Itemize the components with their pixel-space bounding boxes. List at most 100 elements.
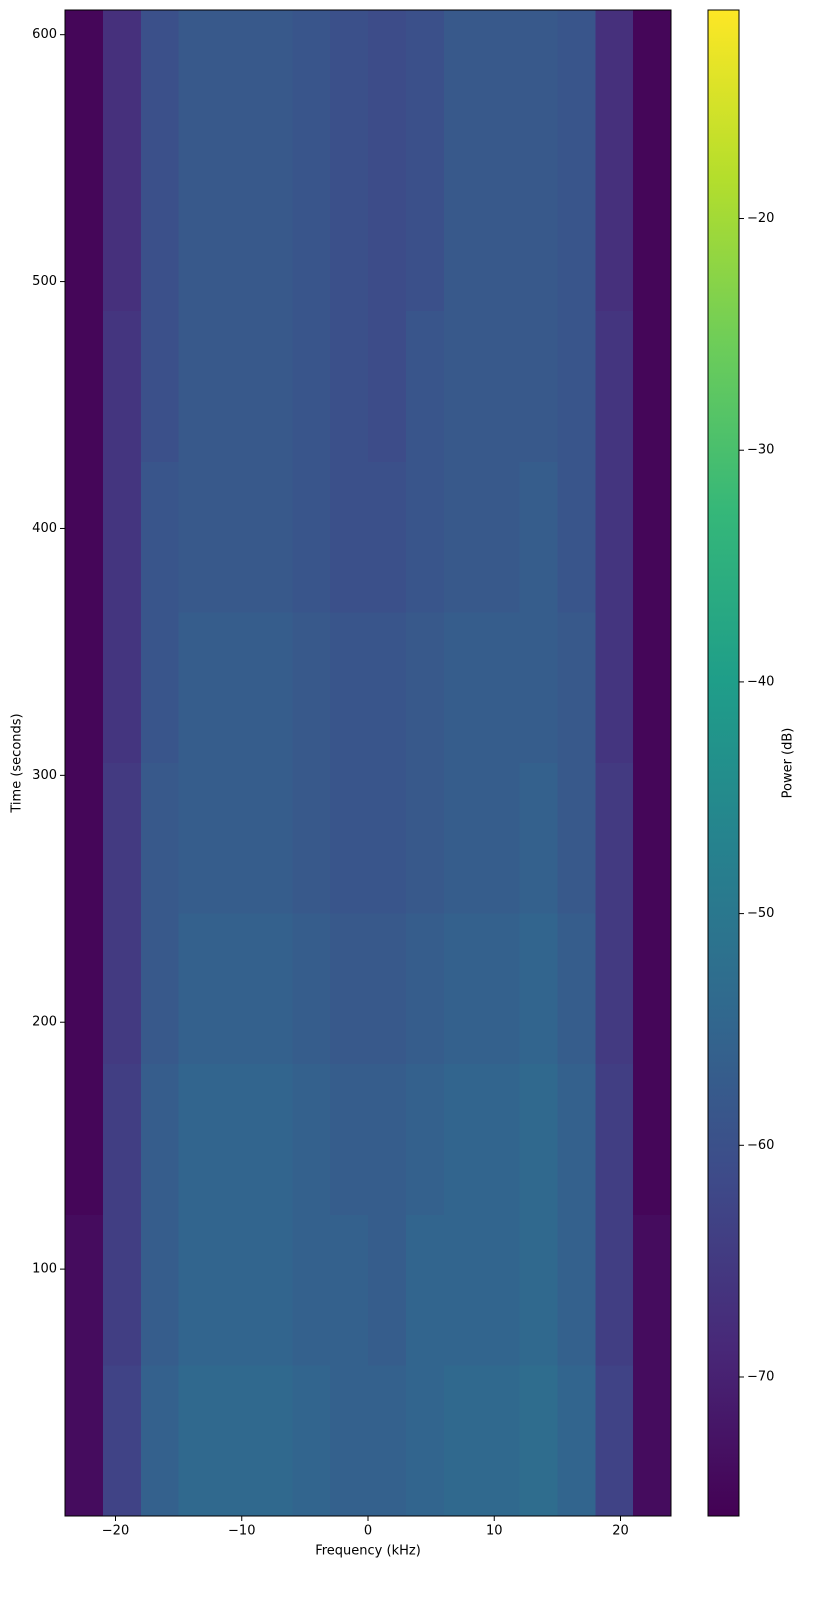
heatmap-cell bbox=[140, 311, 179, 462]
heatmap-cell bbox=[595, 160, 634, 312]
heatmap-cell bbox=[330, 461, 368, 613]
heatmap-cell bbox=[254, 1064, 293, 1215]
heatmap-cell bbox=[102, 160, 141, 312]
heatmap-cell bbox=[102, 1365, 141, 1516]
x-tick-label: −10 bbox=[228, 1524, 255, 1539]
heatmap-cell bbox=[368, 763, 406, 914]
heatmap-cell bbox=[633, 1214, 671, 1366]
heatmap-cell bbox=[292, 612, 331, 763]
colorbar-tick-label: −40 bbox=[747, 674, 774, 689]
y-tick-label: 200 bbox=[32, 1015, 57, 1030]
heatmap-cell bbox=[368, 913, 406, 1065]
heatmap-cell bbox=[519, 1214, 558, 1366]
heatmap-cell bbox=[102, 763, 141, 914]
heatmap-cell bbox=[443, 1064, 482, 1215]
heatmap-cell bbox=[443, 10, 482, 161]
heatmap-cell bbox=[405, 913, 444, 1065]
colorbar bbox=[707, 9, 740, 1517]
heatmap-cell bbox=[330, 1064, 368, 1215]
heatmap-cell bbox=[65, 913, 103, 1065]
heatmap-cell bbox=[216, 160, 255, 312]
heatmap-cell bbox=[102, 10, 141, 161]
heatmap-cell bbox=[519, 1064, 558, 1215]
heatmap-cell bbox=[140, 1365, 179, 1516]
heatmap-cell bbox=[481, 311, 520, 462]
heatmap-cell bbox=[519, 461, 558, 613]
heatmap-cell bbox=[443, 311, 482, 462]
heatmap-cell bbox=[102, 612, 141, 763]
heatmap-cell bbox=[368, 1365, 406, 1516]
heatmap-cell bbox=[330, 10, 368, 161]
heatmap-cell bbox=[178, 311, 217, 462]
heatmap-cell bbox=[481, 763, 520, 914]
heatmap-cell bbox=[519, 763, 558, 914]
heatmap-cell bbox=[595, 461, 634, 613]
y-tick-label: 100 bbox=[32, 1262, 57, 1277]
heatmap-cell bbox=[330, 612, 368, 763]
heatmap-cell bbox=[178, 1214, 217, 1366]
heatmap-cell bbox=[292, 1064, 331, 1215]
heatmap-cell bbox=[178, 461, 217, 613]
heatmap-cell bbox=[633, 612, 671, 763]
heatmap-cell bbox=[292, 160, 331, 312]
heatmap-cell bbox=[557, 1064, 596, 1215]
heatmap-cell bbox=[216, 913, 255, 1065]
heatmap-cell bbox=[519, 160, 558, 312]
heatmap-cell bbox=[368, 461, 406, 613]
y-axis-label: Time (seconds) bbox=[10, 713, 25, 813]
heatmap-cell bbox=[216, 1365, 255, 1516]
heatmap-cell bbox=[368, 1214, 406, 1366]
heatmap-cell bbox=[557, 160, 596, 312]
heatmap-cell bbox=[557, 10, 596, 161]
heatmap-cell bbox=[405, 461, 444, 613]
x-tick-label: 0 bbox=[364, 1524, 372, 1539]
heatmap-cell bbox=[633, 1064, 671, 1215]
heatmap-cell bbox=[633, 763, 671, 914]
heatmap-cell bbox=[368, 612, 406, 763]
x-tick-label: 10 bbox=[486, 1524, 503, 1539]
heatmap-cell bbox=[254, 461, 293, 613]
heatmap-cell bbox=[65, 311, 103, 462]
heatmap-cell bbox=[292, 1214, 331, 1366]
heatmap-cell bbox=[633, 160, 671, 312]
heatmap-cell bbox=[595, 1214, 634, 1366]
heatmap-cell bbox=[595, 612, 634, 763]
heatmap-cell bbox=[216, 461, 255, 613]
heatmap-cell bbox=[405, 160, 444, 312]
heatmap-cell bbox=[330, 763, 368, 914]
heatmap-cell bbox=[405, 1365, 444, 1516]
heatmap-cell bbox=[557, 1214, 596, 1366]
heatmap-cell bbox=[405, 612, 444, 763]
heatmap-cell bbox=[633, 913, 671, 1065]
heatmap-cell bbox=[178, 913, 217, 1065]
heatmap-cell bbox=[102, 461, 141, 613]
heatmap-cell bbox=[102, 311, 141, 462]
heatmap-cell bbox=[481, 913, 520, 1065]
heatmap-cell bbox=[330, 160, 368, 312]
heatmap-cell bbox=[140, 913, 179, 1065]
heatmap-cell bbox=[178, 1365, 217, 1516]
heatmap-cell bbox=[102, 913, 141, 1065]
heatmap-cell bbox=[557, 1365, 596, 1516]
heatmap-cell bbox=[481, 1064, 520, 1215]
heatmap-cell bbox=[481, 1365, 520, 1516]
colorbar-tick-label: −50 bbox=[747, 906, 774, 921]
y-tick-label: 600 bbox=[32, 27, 57, 42]
heatmap-cell bbox=[292, 461, 331, 613]
heatmap-cell bbox=[443, 461, 482, 613]
heatmap-cell bbox=[557, 612, 596, 763]
heatmap-cell bbox=[557, 461, 596, 613]
heatmap-cell bbox=[65, 612, 103, 763]
heatmap-cell bbox=[254, 1214, 293, 1366]
heatmap-cell bbox=[557, 913, 596, 1065]
heatmap-cell bbox=[481, 461, 520, 613]
heatmap-cell bbox=[140, 612, 179, 763]
x-axis-label: Frequency (kHz) bbox=[315, 1544, 421, 1559]
heatmap-cell bbox=[178, 1064, 217, 1215]
heatmap-cell bbox=[65, 461, 103, 613]
heatmap-cell bbox=[65, 1064, 103, 1215]
heatmap-cell bbox=[481, 10, 520, 161]
heatmap-cell bbox=[65, 1365, 103, 1516]
heatmap-cell bbox=[368, 10, 406, 161]
heatmap-cell bbox=[216, 612, 255, 763]
